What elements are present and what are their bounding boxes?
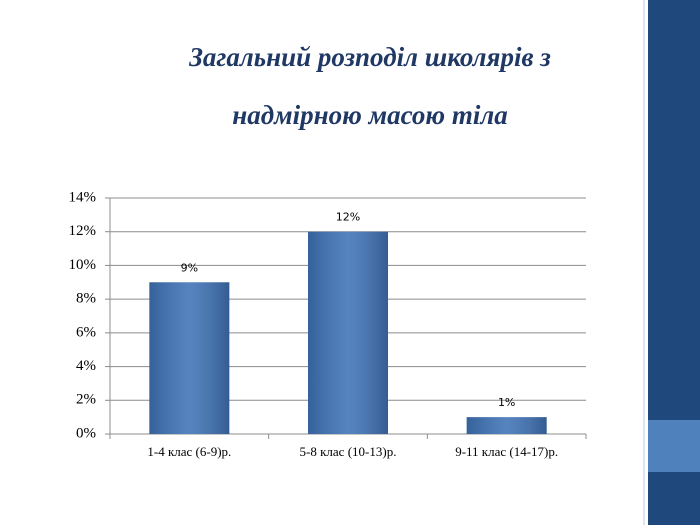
x-tick-label: 1-4 клас (6-9)р.	[147, 444, 231, 459]
y-tick-label: 0%	[76, 425, 96, 441]
x-tick-label: 5-8 клас (10-13)р.	[300, 444, 397, 459]
data-label: 1%	[498, 396, 515, 409]
y-tick-label: 2%	[76, 392, 96, 408]
bar-shade	[149, 282, 230, 434]
y-tick-label: 12%	[69, 223, 97, 239]
data-label: 12%	[336, 211, 360, 224]
y-tick-label: 6%	[76, 324, 96, 340]
chart-title: Загальний розподіл школярів з надмірною …	[189, 42, 551, 130]
y-tick-label: 10%	[69, 257, 97, 273]
data-label: 9%	[181, 261, 198, 274]
x-tick-label: 9-11 клас (14-17)р.	[455, 444, 558, 459]
y-tick-label: 8%	[76, 291, 96, 307]
side-square	[648, 420, 700, 472]
bar-shade	[466, 417, 547, 434]
bar-shade	[308, 231, 388, 434]
y-tick-label: 4%	[76, 358, 96, 374]
y-tick-label: 14%	[69, 189, 97, 205]
